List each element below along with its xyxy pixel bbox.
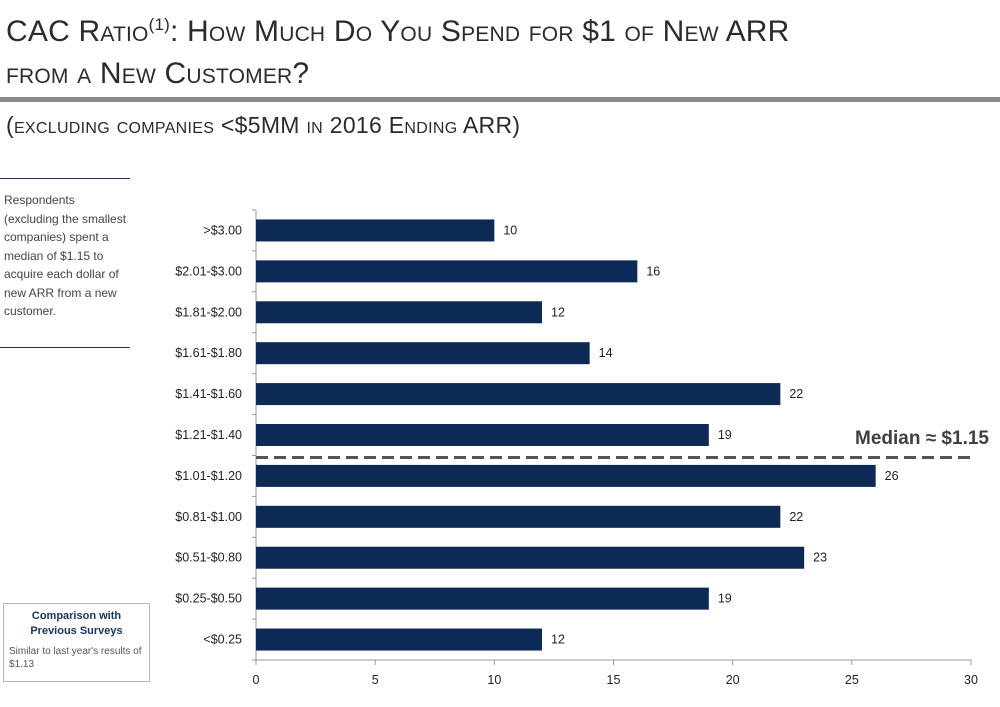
x-tick-label: 0	[253, 673, 260, 687]
comparison-box: Comparison with Previous Surveys Similar…	[3, 603, 150, 682]
page-title: CAC Ratio(1): How Much Do You Spend for …	[6, 4, 986, 95]
bar	[256, 628, 542, 651]
x-tick-label: 25	[845, 673, 859, 687]
bar	[256, 260, 638, 283]
bar	[256, 546, 805, 569]
title-footnote-marker: (1)	[148, 15, 170, 34]
data-label: 12	[551, 633, 565, 647]
bar	[256, 464, 876, 487]
bar	[256, 301, 542, 324]
category-label: $1.81-$2.00	[175, 305, 242, 319]
data-label: 22	[789, 387, 803, 401]
title-line-2: from a New Customer?	[6, 57, 310, 90]
x-tick-label: 15	[607, 673, 621, 687]
comparison-title: Comparison with Previous Surveys	[30, 610, 123, 637]
data-label: 10	[503, 223, 517, 237]
x-tick-label: 5	[372, 673, 379, 687]
x-tick-label: 30	[964, 673, 978, 687]
category-label: $2.01-$3.00	[175, 264, 242, 278]
x-tick-label: 20	[726, 673, 740, 687]
bar	[256, 505, 781, 528]
title-rest: : How Much Do You Spend for $1 of New AR…	[169, 15, 790, 48]
category-label: $1.61-$1.80	[175, 346, 242, 360]
side-note-box: Respondents (excluding the smallest comp…	[0, 178, 130, 348]
bar	[256, 342, 590, 365]
category-label: <$0.25	[203, 633, 242, 647]
data-label: 19	[718, 428, 732, 442]
data-label: 16	[646, 264, 660, 278]
category-label: $1.21-$1.40	[175, 428, 242, 442]
category-label: >$3.00	[203, 223, 242, 237]
bar	[256, 587, 709, 610]
data-label: 19	[718, 592, 732, 606]
comparison-text: Similar to last year's results of $1.13	[9, 646, 142, 670]
data-label: 12	[551, 305, 565, 319]
data-label: 14	[599, 346, 613, 360]
median-label: Median ≈ $1.15	[855, 428, 989, 449]
category-label: $1.01-$1.20	[175, 469, 242, 483]
bar	[256, 219, 495, 242]
bar	[256, 424, 709, 446]
side-note-text: Respondents (excluding the smallest comp…	[4, 193, 127, 318]
category-label: $0.51-$0.80	[175, 551, 242, 565]
x-tick-label: 10	[487, 673, 501, 687]
category-label: $0.25-$0.50	[175, 592, 242, 606]
bar	[256, 383, 781, 406]
category-label: $1.41-$1.60	[175, 387, 242, 401]
title-main: CAC Ratio	[6, 15, 149, 48]
data-label: 26	[885, 469, 899, 483]
data-label: 23	[813, 551, 827, 565]
title-divider	[0, 97, 1000, 102]
subtitle: (excluding companies <$5MM in 2016 Endin…	[6, 112, 521, 138]
category-label: $0.81-$1.00	[175, 510, 242, 524]
data-label: 22	[789, 510, 803, 524]
